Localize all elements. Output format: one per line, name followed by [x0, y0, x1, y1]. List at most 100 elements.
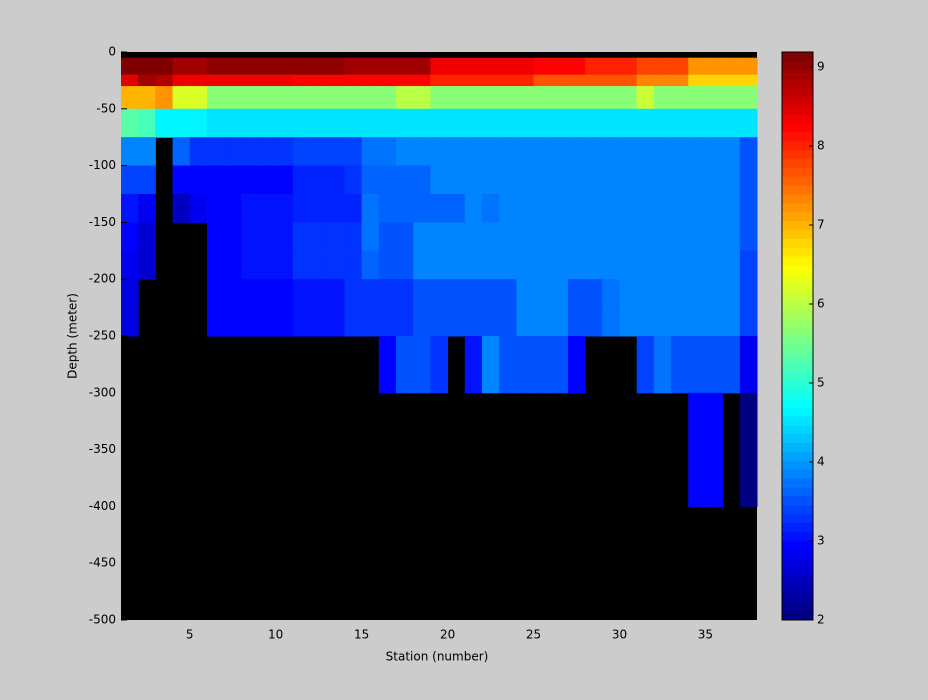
cell [121, 86, 139, 110]
cell [121, 222, 139, 252]
cell [464, 279, 483, 309]
cell [533, 307, 552, 337]
cell [619, 307, 638, 337]
colorbar-band [782, 300, 813, 310]
cell [396, 279, 414, 309]
cell [430, 86, 449, 110]
cell [292, 108, 311, 138]
cell [636, 222, 655, 252]
colorbar-band [782, 194, 813, 204]
y-axis-label: Depth (meter) [66, 293, 80, 379]
cell [516, 336, 535, 394]
cell [722, 336, 741, 394]
cell [447, 165, 466, 195]
cell [499, 194, 517, 223]
colorbar-band [782, 131, 813, 142]
cell [258, 108, 277, 138]
cell [567, 74, 586, 87]
colorbar-tick-label: 2 [817, 613, 825, 627]
colorbar-band [782, 433, 813, 443]
cell [138, 86, 156, 110]
cell [224, 250, 242, 280]
cell [361, 137, 380, 167]
cell [396, 194, 414, 223]
cell [653, 222, 672, 252]
cell [327, 57, 345, 76]
colorbar-band [782, 407, 813, 417]
cell [206, 86, 225, 110]
cell [499, 137, 517, 167]
cell [258, 194, 277, 223]
cell [206, 57, 225, 76]
cell [396, 137, 414, 167]
cell [430, 336, 449, 394]
colorbar-tick-label: 9 [817, 60, 825, 74]
cell [396, 165, 414, 195]
cell [378, 222, 397, 252]
y-tick-label: -450 [89, 556, 116, 570]
cell [567, 194, 586, 223]
cell [172, 74, 191, 87]
cell [688, 57, 706, 76]
colorbar-band [782, 87, 813, 97]
cell [292, 74, 311, 87]
cell [275, 165, 294, 195]
cell [688, 194, 706, 223]
cell [671, 336, 689, 394]
cell [739, 165, 758, 195]
cell [464, 137, 483, 167]
cell [241, 222, 260, 252]
cell [430, 307, 449, 337]
cell [292, 250, 311, 280]
cell [653, 194, 672, 223]
cell [464, 108, 483, 138]
cell [739, 137, 758, 167]
colorbar-band [782, 380, 813, 390]
cell [344, 86, 363, 110]
cell [550, 336, 569, 394]
colorbar-band [782, 557, 813, 568]
cell [739, 336, 758, 394]
colorbar-band [782, 69, 813, 80]
cell [464, 250, 483, 280]
cell [310, 108, 328, 138]
cell [516, 165, 535, 195]
colorbar-band [782, 265, 813, 275]
cell [636, 250, 655, 280]
colorbar-band [782, 176, 813, 186]
cell [396, 307, 414, 337]
cell [464, 194, 483, 223]
cell [327, 74, 345, 87]
cell [688, 222, 706, 252]
cell [310, 307, 328, 337]
cell [138, 108, 156, 138]
colorbar-frame [781, 51, 814, 621]
cell [327, 86, 345, 110]
cell [688, 137, 706, 167]
cell [567, 165, 586, 195]
x-tick-label: 5 [186, 628, 194, 642]
cell [722, 108, 741, 138]
cell [481, 108, 500, 138]
cell [206, 137, 225, 167]
colorbar-band [782, 318, 813, 328]
cell [722, 86, 741, 110]
cell [499, 222, 517, 252]
cell [430, 165, 449, 195]
cell [224, 86, 242, 110]
cell [619, 194, 638, 223]
cell [464, 57, 483, 76]
colorbar-band [782, 140, 813, 151]
cell [413, 74, 431, 87]
cell [430, 108, 449, 138]
cell [241, 86, 260, 110]
cell [585, 74, 603, 87]
cell [516, 137, 535, 167]
cell [189, 86, 208, 110]
cell [481, 279, 500, 309]
cell [671, 137, 689, 167]
colorbar-band [782, 229, 813, 239]
cell [344, 250, 363, 280]
cell [688, 392, 706, 507]
